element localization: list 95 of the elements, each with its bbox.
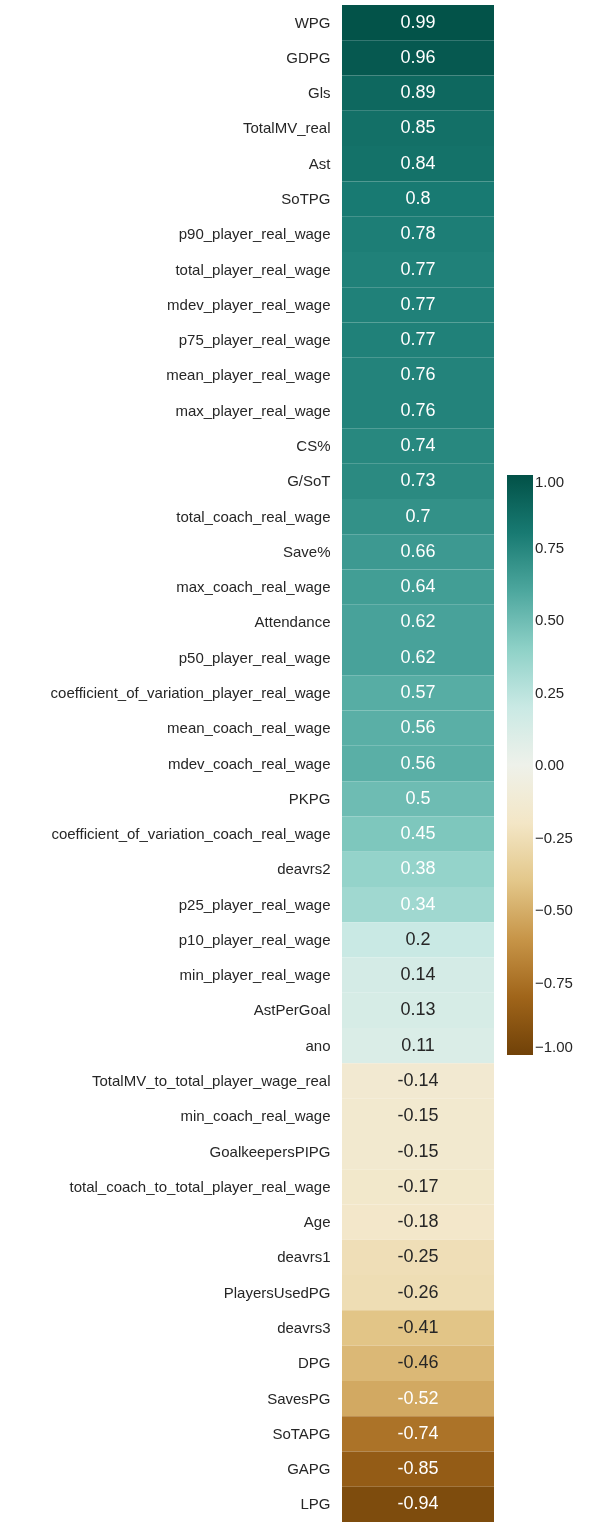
data-label: 0.8: [405, 188, 431, 209]
y-tick-label: AstPerGoal: [253, 1001, 331, 1019]
y-tick-label: mean_coach_real_wage: [167, 719, 331, 737]
y-tick-label: deavrs1: [277, 1248, 331, 1266]
y-tick-label: mean_player_real_wage: [166, 366, 331, 384]
y-tick-label: ano: [305, 1036, 331, 1054]
color-bar-label: 1.00: [535, 473, 565, 490]
data-label: 0.77: [400, 293, 436, 314]
data-label: 0.85: [400, 117, 436, 138]
y-tick-label: deavrs3: [277, 1318, 331, 1336]
color-bar-label: 0.25: [535, 683, 565, 701]
y-tick-label: p50_player_real_wage: [178, 648, 331, 666]
data-label: 0.77: [400, 329, 436, 350]
data-label: 0.84: [400, 152, 436, 173]
y-tick-label: max_coach_real_wage: [176, 578, 331, 596]
y-tick-label: WPG: [294, 13, 331, 31]
color-bar-label: −0.50: [535, 901, 573, 918]
y-tick-label: DPG: [297, 1354, 331, 1372]
y-tick-label: total_coach_to_total_player_real_wage: [69, 1177, 331, 1195]
y-tick-label: p75_player_real_wage: [178, 331, 331, 349]
y-tick-label: max_player_real_wage: [175, 401, 331, 419]
y-tick-label: coefficient_of_variation_player_real_wage: [50, 683, 331, 701]
data-label: 0.14: [400, 964, 436, 985]
data-label: 0.62: [400, 646, 436, 667]
data-label: 0.78: [400, 223, 436, 244]
data-label: -0.41: [397, 1316, 439, 1337]
data-label: 0.66: [400, 540, 436, 561]
data-label: 0.5: [405, 787, 431, 808]
data-label: -0.15: [397, 1105, 439, 1126]
y-tick-label: total_player_real_wage: [175, 260, 331, 278]
y-tick-label: Attendance: [254, 613, 331, 631]
y-tick-label: PlayersUsedPG: [223, 1283, 331, 1301]
data-label: 0.64: [400, 576, 436, 597]
data-label: 0.2: [405, 928, 431, 949]
data-label: 0.56: [400, 752, 436, 773]
data-label: -0.94: [397, 1493, 439, 1514]
color-bar-label: −1.00: [535, 1038, 573, 1055]
y-tick-label: min_player_real_wage: [179, 966, 331, 984]
y-tick-label: Age: [303, 1213, 331, 1231]
data-label: -0.85: [397, 1458, 439, 1479]
y-tick-label: p90_player_real_wage: [178, 225, 331, 243]
data-label: -0.26: [397, 1281, 439, 1302]
y-tick-label: CS%: [296, 436, 331, 454]
data-label: 0.13: [400, 999, 436, 1020]
y-tick-label: G/SoT: [287, 472, 331, 490]
y-tick-label: p25_player_real_wage: [178, 895, 331, 913]
data-label: -0.74: [397, 1422, 439, 1443]
y-tick-label: min_coach_real_wage: [180, 1107, 331, 1125]
y-tick-label: GoalkeepersPIPG: [209, 1142, 331, 1160]
data-label: 0.76: [400, 399, 436, 420]
data-label: -0.18: [397, 1211, 439, 1232]
color-bar-label: 0.75: [535, 538, 565, 556]
data-label: -0.15: [397, 1140, 439, 1161]
y-tick-label: SoTAPG: [272, 1424, 331, 1442]
y-tick-label: SoTPG: [281, 190, 331, 208]
data-label: -0.46: [397, 1352, 439, 1373]
data-label: -0.52: [397, 1387, 439, 1408]
y-tick-label: mdev_player_real_wage: [167, 295, 331, 313]
data-label: 0.89: [400, 82, 436, 103]
y-tick-label: GDPG: [286, 48, 331, 66]
data-label: 0.34: [400, 893, 436, 914]
y-tick-label: Gls: [308, 84, 331, 102]
data-label: 0.96: [400, 46, 436, 67]
data-label: 0.77: [400, 258, 436, 279]
y-tick-label: deavrs2: [277, 860, 331, 878]
data-label: 0.7: [405, 505, 431, 526]
color-bar-label: 0.50: [535, 611, 565, 628]
y-tick-label: LPG: [300, 1495, 331, 1513]
y-tick-label: TotalMV_to_total_player_wage_real: [92, 1072, 331, 1090]
y-tick-label: SavesPG: [267, 1389, 331, 1407]
data-label: 0.38: [400, 858, 436, 879]
y-tick-label: GAPG: [287, 1460, 331, 1478]
y-tick-label: p10_player_real_wage: [178, 930, 331, 948]
data-label: -0.25: [397, 1246, 439, 1267]
color-bar-label: −0.75: [535, 973, 573, 991]
data-label: -0.14: [397, 1070, 439, 1091]
data-label: 0.62: [400, 611, 436, 632]
data-label: -0.17: [397, 1175, 439, 1196]
data-label: 0.57: [400, 681, 436, 702]
y-tick-label: Save%: [282, 542, 331, 560]
data-label: 0.99: [400, 11, 436, 32]
data-label: 0.45: [400, 823, 436, 844]
y-tick-label: coefficient_of_variation_coach_real_wage: [51, 825, 331, 843]
y-tick-label: PKPG: [288, 789, 331, 807]
color-bar-label: −0.25: [535, 828, 573, 846]
y-tick-label: mdev_coach_real_wage: [167, 754, 331, 772]
data-label: 0.76: [400, 364, 436, 385]
color-bar-label: 0.00: [535, 756, 565, 773]
y-tick-label: Ast: [308, 154, 332, 172]
data-label: 0.74: [400, 434, 436, 455]
y-tick-label: TotalMV_real: [242, 119, 331, 137]
data-label: 0.73: [400, 470, 436, 491]
data-label: 0.11: [401, 1034, 435, 1055]
data-label: 0.56: [400, 717, 436, 738]
y-tick-label: total_coach_real_wage: [176, 507, 331, 525]
